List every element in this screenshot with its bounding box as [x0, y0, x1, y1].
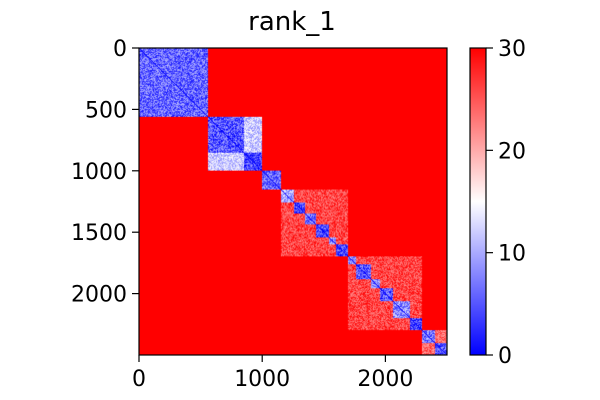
- x-tick-label: 2000: [357, 367, 413, 392]
- y-tick-label: 500: [85, 98, 127, 123]
- y-tick-label: 0: [113, 37, 127, 62]
- heatmap-frame: [138, 47, 448, 356]
- y-axis: 0 500 1000 1500 2000: [71, 37, 139, 308]
- heatmap-area: [138, 47, 448, 356]
- colorbar-tick-label: 30: [498, 37, 526, 62]
- heatmap-image: [139, 48, 447, 355]
- colorbar-axis: 0 10 20 30: [486, 37, 526, 369]
- y-tick-label: 2000: [71, 283, 127, 308]
- colorbar-tick-label: 20: [498, 139, 526, 164]
- x-tick-label: 1000: [234, 367, 290, 392]
- y-tick-label: 1000: [71, 160, 127, 185]
- chart-title: rank_1: [248, 7, 336, 37]
- x-tick-label: 0: [132, 367, 146, 392]
- colorbar-gradient: [469, 47, 487, 356]
- colorbar-tick-label: 10: [498, 242, 526, 267]
- y-tick-label: 1500: [71, 221, 127, 246]
- colorbar-tick-label: 0: [498, 344, 512, 369]
- colorbar: 0 10 20 30: [469, 37, 526, 369]
- x-axis: 0 1000 2000: [132, 355, 413, 392]
